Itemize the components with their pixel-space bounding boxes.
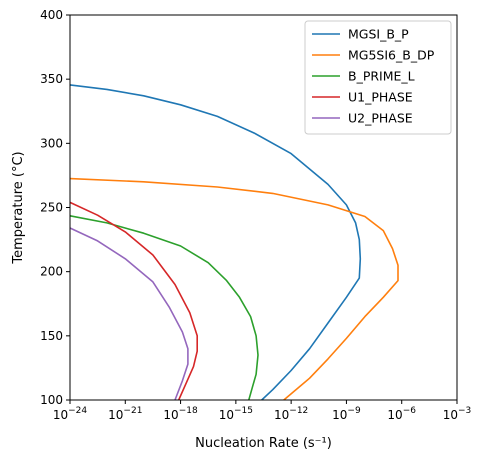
series-line-mgsi-b-p [69, 84, 362, 401]
y-axis-label: Temperature (°C) [11, 151, 26, 264]
y-tick-label: 300 [40, 136, 63, 150]
legend-label: MG5SI6_B_DP [348, 48, 435, 63]
series-line-u1-phase [69, 201, 198, 401]
x-tick-label: 10−18 [163, 406, 198, 422]
y-tick-label: 250 [40, 201, 63, 215]
x-tick-label: 10−15 [219, 406, 253, 422]
legend-label: U2_PHASE [348, 111, 413, 126]
y-tick-label: 150 [40, 329, 63, 343]
legend-box [304, 20, 452, 135]
legend-label: B_PRIME_L [348, 69, 415, 84]
series-line-u2-phase [69, 227, 189, 401]
y-tick-label: 350 [40, 72, 63, 86]
legend-label: MGSI_B_P [348, 27, 409, 42]
series-layer [69, 84, 399, 401]
x-tick-label: 10−9 [332, 406, 361, 422]
x-axis-label: Nucleation Rate (s⁻¹) [195, 436, 332, 451]
y-tick-label: 100 [40, 393, 63, 407]
x-tick-label: 10−3 [443, 406, 472, 422]
x-tick-label: 10−6 [387, 406, 416, 422]
legend-label: U1_PHASE [348, 90, 413, 105]
x-tick-label: 10−12 [274, 406, 308, 422]
y-tick-label: 400 [40, 8, 63, 22]
legend: MGSI_B_P MG5SI6_B_DP B_PRIME_L U1_PHASE U2_P… [304, 20, 452, 135]
x-tick-label: 10−24 [53, 406, 88, 422]
y-tick-label: 200 [40, 265, 63, 279]
series-line-b-prime-l [69, 215, 259, 401]
y-axis-ticks: 100 150 200 250 300 350 400 [40, 8, 70, 407]
x-axis-ticks: 10−24 10−21 10−18 10−15 10−12 10−9 10−6 10−3 [53, 400, 471, 422]
series-line-mg5si6-b-dp [69, 177, 399, 401]
x-tick-label: 10−21 [108, 406, 142, 422]
